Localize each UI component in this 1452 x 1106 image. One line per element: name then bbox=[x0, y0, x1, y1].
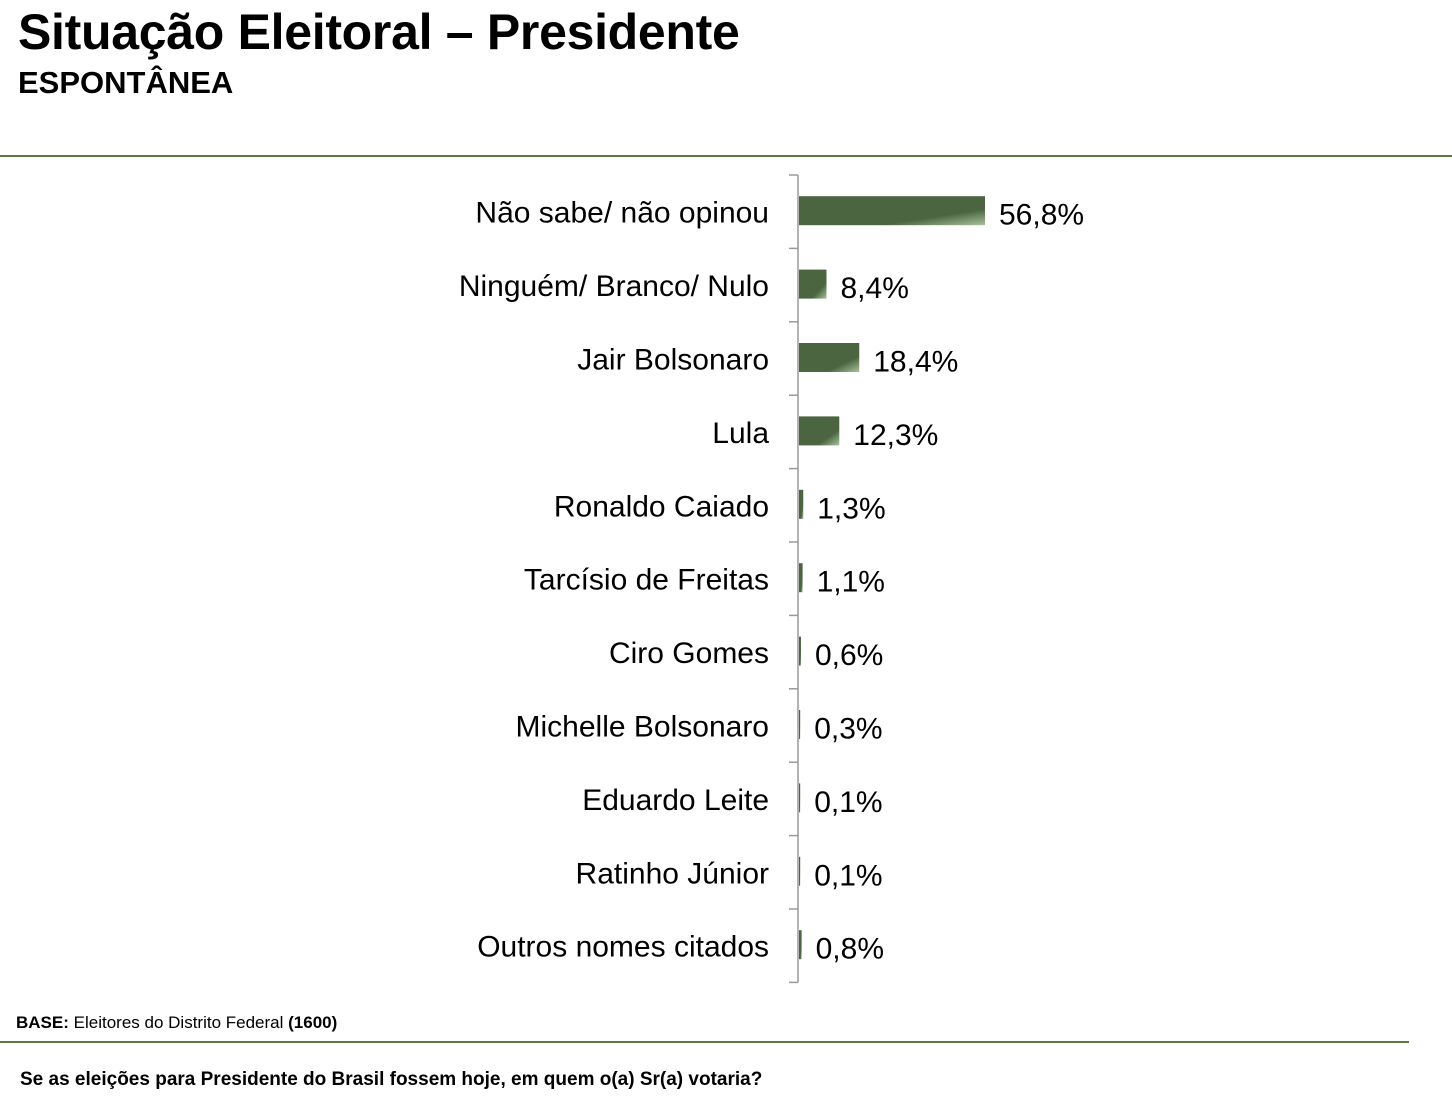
category-label: Eduardo Leite bbox=[582, 784, 769, 817]
category-label: Ronaldo Caiado bbox=[554, 490, 769, 523]
category-label: Ninguém/ Branco/ Nulo bbox=[459, 270, 769, 303]
category-label: Michelle Bolsonaro bbox=[516, 711, 769, 744]
value-label: 0,3% bbox=[814, 713, 882, 746]
value-label: 1,3% bbox=[817, 492, 885, 525]
category-label: Não sabe/ não opinou bbox=[475, 197, 769, 230]
value-label: 8,4% bbox=[841, 272, 909, 305]
value-label: 18,4% bbox=[873, 346, 958, 379]
base-text: Eleitores do Distrito Federal bbox=[73, 1013, 284, 1032]
category-label: Ciro Gomes bbox=[609, 637, 769, 670]
category-label: Jair Bolsonaro bbox=[577, 344, 769, 377]
bar bbox=[799, 196, 985, 226]
value-label: 56,8% bbox=[999, 199, 1084, 232]
survey-question: Se as eleições para Presidente do Brasil… bbox=[20, 1069, 763, 1090]
bar bbox=[799, 930, 802, 960]
base-count: (1600) bbox=[288, 1013, 338, 1032]
bar bbox=[799, 416, 840, 446]
top-divider bbox=[0, 155, 1452, 157]
category-label: Ratinho Júnior bbox=[576, 857, 769, 890]
bar bbox=[799, 269, 827, 299]
value-label: 0,8% bbox=[816, 933, 884, 966]
page-subtitle: ESPONTÂNEA bbox=[18, 65, 234, 100]
bar bbox=[799, 856, 801, 886]
bar bbox=[799, 710, 801, 739]
bar bbox=[799, 563, 803, 593]
page-title: Situação Eleitoral – Presidente bbox=[18, 4, 740, 60]
base-label: BASE: bbox=[16, 1013, 69, 1032]
value-label: 12,3% bbox=[853, 419, 938, 452]
category-label: Tarcísio de Freitas bbox=[524, 564, 769, 597]
bar bbox=[799, 636, 801, 666]
base-note: BASE: Eleitores do Distrito Federal (160… bbox=[16, 1012, 337, 1034]
bottom-divider bbox=[0, 1041, 1409, 1043]
bar bbox=[799, 489, 804, 519]
bar-chart: Não sabe/ não opinou 56,8% Ninguém/ Branco… bbox=[459, 174, 1084, 984]
value-label: 0,1% bbox=[814, 786, 882, 819]
value-label: 0,1% bbox=[814, 859, 882, 892]
bar bbox=[799, 783, 801, 813]
category-label: Outros nomes citados bbox=[477, 931, 769, 964]
bar bbox=[799, 343, 860, 372]
value-label: 0,6% bbox=[815, 639, 883, 672]
value-label: 1,1% bbox=[817, 566, 885, 599]
category-label: Lula bbox=[712, 417, 769, 450]
